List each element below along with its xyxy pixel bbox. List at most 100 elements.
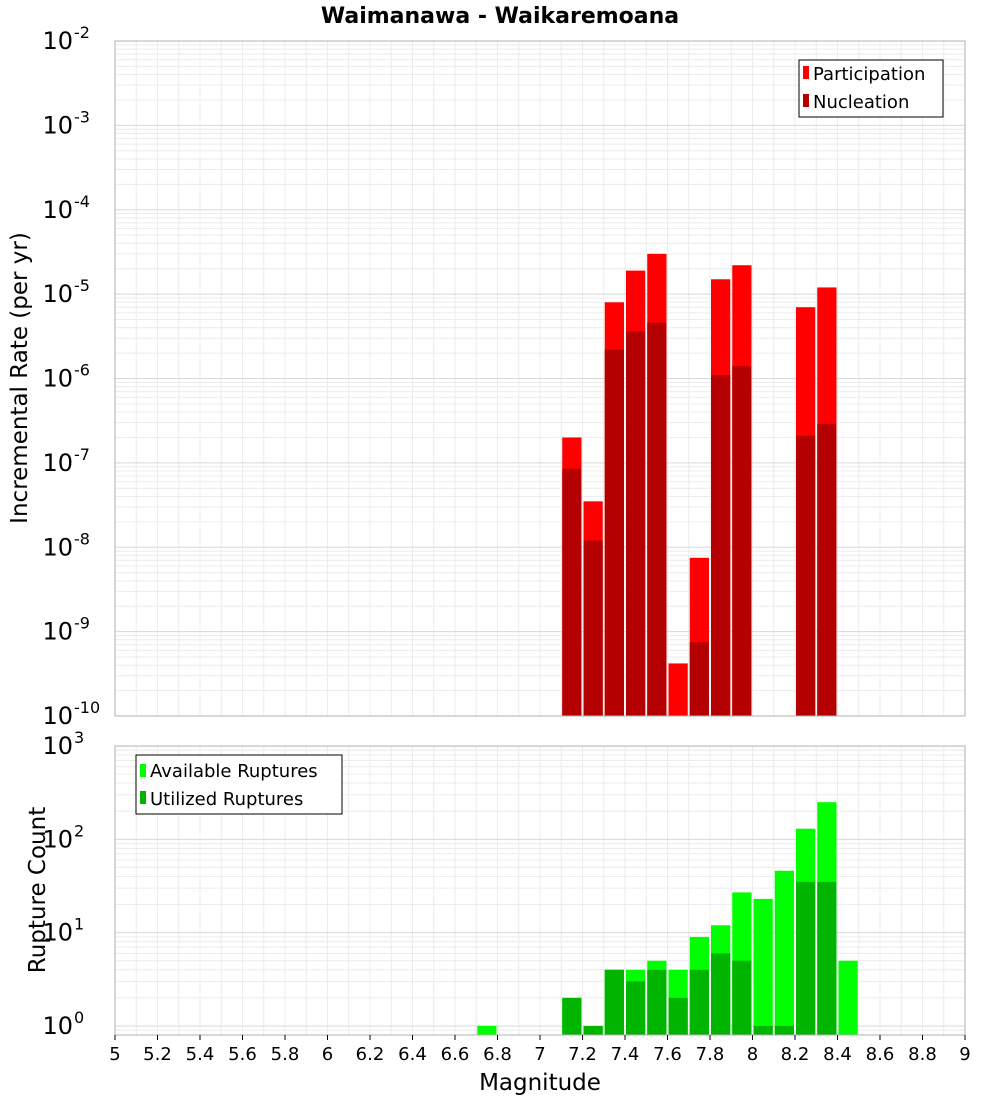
count-bar-utilized-ruptures bbox=[753, 1025, 773, 1035]
x-tick-label: 7.8 bbox=[696, 1044, 725, 1065]
x-tick-label: 7.6 bbox=[653, 1044, 682, 1065]
rate-bar-nucleation bbox=[583, 540, 603, 716]
count-ytick-base: 10 bbox=[42, 732, 73, 760]
count-ytick-exponent: 0 bbox=[74, 1008, 84, 1027]
x-tick-label: 7.2 bbox=[568, 1044, 597, 1065]
count-bar-utilized-ruptures bbox=[604, 969, 624, 1035]
x-axis-label: Magnitude bbox=[479, 1070, 601, 1096]
rate-ytick-exponent: -3 bbox=[74, 107, 90, 126]
x-tick-label: 7 bbox=[534, 1044, 545, 1065]
count-ytick-exponent: 1 bbox=[74, 915, 84, 934]
rate-plot-border bbox=[114, 40, 966, 717]
count-ytick-base: 10 bbox=[42, 919, 73, 947]
chart-title: Waimanawa - Waikaremoana bbox=[321, 4, 679, 29]
x-tick-label: 8.4 bbox=[823, 1044, 852, 1065]
rate-ytick-base: 10 bbox=[42, 280, 73, 308]
rate-ytick-base: 10 bbox=[42, 702, 73, 730]
count-bar-utilized-ruptures bbox=[796, 881, 816, 1035]
count-bars bbox=[477, 802, 858, 1035]
nucleation-legend-swatch bbox=[803, 94, 809, 107]
rate-bars bbox=[562, 253, 837, 716]
x-tick-label: 8.6 bbox=[866, 1044, 895, 1065]
count-bar-utilized-ruptures bbox=[732, 960, 752, 1035]
count-ytick-exponent: 3 bbox=[74, 728, 84, 747]
rate-bar-participation bbox=[668, 663, 688, 716]
rate-bar-nucleation bbox=[647, 322, 667, 716]
count-y-axis-label: Rupture Count bbox=[25, 807, 51, 973]
count-bar-available-ruptures bbox=[753, 898, 773, 1035]
participation-legend-swatch bbox=[803, 66, 809, 79]
count-bar-utilized-ruptures bbox=[817, 881, 837, 1035]
x-tick-label: 9 bbox=[959, 1044, 970, 1065]
count-ytick-exponent: 2 bbox=[74, 821, 84, 840]
rate-ytick-exponent: -4 bbox=[74, 192, 90, 211]
count-bar-available-ruptures bbox=[838, 960, 858, 1035]
rate-ytick-exponent: -7 bbox=[74, 445, 90, 464]
x-tick-label: 6.6 bbox=[441, 1044, 470, 1065]
rate-bar-nucleation bbox=[562, 468, 582, 716]
rate-ytick-base: 10 bbox=[42, 27, 73, 55]
x-tick-label: 6.8 bbox=[483, 1044, 512, 1065]
count-legend: Available Ruptures Utilized Ruptures bbox=[135, 754, 343, 815]
available-legend-label: Available Ruptures bbox=[150, 761, 318, 782]
rate-ytick-base: 10 bbox=[42, 196, 73, 224]
rate-ytick-exponent: -6 bbox=[74, 361, 90, 380]
count-bar-utilized-ruptures bbox=[647, 969, 667, 1035]
rate-bar-nucleation bbox=[732, 366, 752, 716]
count-bar-utilized-ruptures bbox=[689, 969, 709, 1035]
x-tick-label: 5.8 bbox=[271, 1044, 300, 1065]
participation-legend-label: Participation bbox=[813, 64, 925, 85]
x-tick-label: 6 bbox=[322, 1044, 333, 1065]
available-legend-swatch bbox=[140, 764, 146, 777]
nucleation-legend-label: Nucleation bbox=[813, 92, 909, 113]
count-bar-utilized-ruptures bbox=[774, 1025, 794, 1035]
rate-bar-nucleation bbox=[604, 349, 624, 716]
count-bar-utilized-ruptures bbox=[668, 997, 688, 1035]
rate-bar-nucleation bbox=[689, 642, 709, 716]
rate-bar-nucleation bbox=[711, 375, 731, 716]
x-tick-label: 5 bbox=[109, 1044, 120, 1065]
rate-ytick-base: 10 bbox=[42, 533, 73, 561]
count-ytick-base: 10 bbox=[42, 825, 73, 853]
rate-ytick-exponent: -8 bbox=[74, 529, 90, 548]
rate-bar-nucleation bbox=[626, 331, 646, 716]
count-bar-available-ruptures bbox=[774, 870, 794, 1035]
rate-bar-nucleation bbox=[796, 435, 816, 716]
rate-ytick-base: 10 bbox=[42, 618, 73, 646]
count-bar-utilized-ruptures bbox=[583, 1025, 603, 1035]
rate-bar-nucleation bbox=[817, 423, 837, 716]
count-bar-utilized-ruptures bbox=[626, 981, 646, 1035]
x-axis-ticks: 5 5.2 5.4 5.6 5.8 6 6.2 6.4 6.6 6.8 7 7.2 7.4 7.6 7.8 8… bbox=[109, 1035, 971, 1065]
x-tick-label: 6.4 bbox=[398, 1044, 427, 1065]
x-tick-label: 8 bbox=[747, 1044, 758, 1065]
rate-gridlines bbox=[114, 41, 966, 717]
x-tick-label: 8.8 bbox=[908, 1044, 937, 1065]
x-tick-label: 5.4 bbox=[186, 1044, 215, 1065]
rate-ytick-exponent: -9 bbox=[74, 614, 90, 633]
utilized-legend-label: Utilized Ruptures bbox=[150, 789, 303, 810]
count-bar-utilized-ruptures bbox=[562, 997, 582, 1035]
count-bar-utilized-ruptures bbox=[711, 953, 731, 1035]
x-tick-label: 5.6 bbox=[228, 1044, 257, 1065]
rate-legend: Participation Nucleation bbox=[798, 59, 944, 118]
count-bar-available-ruptures bbox=[477, 1025, 497, 1035]
utilized-legend-swatch bbox=[140, 791, 146, 804]
rate-legend-box bbox=[798, 59, 944, 118]
rate-ytick-base: 10 bbox=[42, 111, 73, 139]
count-ytick-base: 10 bbox=[42, 1012, 73, 1040]
rate-ytick-base: 10 bbox=[42, 365, 73, 393]
x-tick-label: 6.2 bbox=[356, 1044, 385, 1065]
count-legend-box bbox=[135, 754, 343, 815]
rate-y-axis-label: Incremental Rate (per yr) bbox=[7, 232, 33, 524]
rate-ytick-base: 10 bbox=[42, 449, 73, 477]
rate-ytick-exponent: -10 bbox=[74, 698, 100, 717]
rate-ytick-exponent: -5 bbox=[74, 276, 90, 295]
x-tick-label: 8.2 bbox=[781, 1044, 810, 1065]
x-tick-label: 5.2 bbox=[143, 1044, 172, 1065]
x-tick-label: 7.4 bbox=[611, 1044, 640, 1065]
